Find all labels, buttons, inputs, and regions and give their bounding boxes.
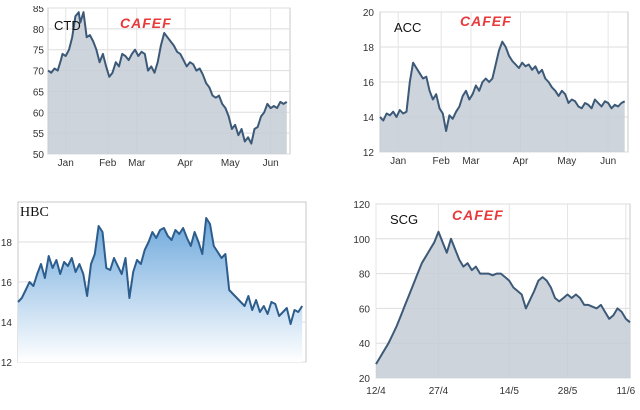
- scg-y-tick-label: 20: [359, 374, 371, 385]
- ctd-x-tick-label: Jan: [58, 158, 74, 169]
- ctd-x-tick-label: Mar: [128, 158, 146, 169]
- scg-chart: 20 40 60 80 100 120 12/4 27/4 14/5 28/5 11/6 SCG CAF…: [353, 200, 635, 397]
- scg-x-tick-label: 27/4: [429, 386, 449, 397]
- ctd-area-fill: [48, 12, 287, 155]
- acc-series-line: [379, 40, 626, 132]
- ctd-y-tick-label: 70: [33, 67, 45, 78]
- hbc-y-tick-label: 18: [1, 238, 13, 249]
- acc-cafef-logo: CAFEF: [460, 13, 512, 29]
- scg-chart-title: SCG: [390, 212, 418, 227]
- acc-y-tick-label: 16: [363, 78, 375, 89]
- ctd-series-line: [47, 11, 288, 145]
- acc-y-tick-label: 20: [363, 8, 375, 19]
- hbc-area-fill: [18, 218, 303, 362]
- ctd-y-tick-label: 55: [33, 129, 45, 140]
- scg-y-tick-label: 100: [353, 235, 370, 246]
- ctd-chart-title: CTD: [54, 18, 81, 33]
- acc-area-fill: [380, 41, 625, 153]
- ctd-chart: 50 55 60 65 70 75 80 85 Jan Feb Mar Apr May Jun CTD CAF…: [33, 6, 291, 169]
- acc-chart-panel: 12 14 16 18 20 Jan Feb Mar Apr May Jun ACC CAFEF: [344, 6, 634, 172]
- hbc-chart-title: HBC: [20, 205, 49, 220]
- ctd-x-tick-label: Feb: [99, 158, 117, 169]
- ctd-y-tick-label: 80: [33, 25, 45, 36]
- hbc-y-tick-label: 16: [1, 278, 13, 289]
- scg-y-tick-label: 120: [353, 200, 370, 211]
- scg-y-tick-label: 80: [359, 270, 371, 281]
- acc-x-tick-label: Jun: [600, 156, 616, 167]
- hbc-chart: 12 14 16 18 HBC: [1, 201, 307, 369]
- scg-x-tick-label: 12/4: [366, 386, 386, 397]
- ctd-x-tick-label: Jun: [263, 158, 279, 169]
- ctd-x-tick-label: May: [221, 158, 240, 169]
- ctd-cafef-logo: CAFEF: [120, 15, 172, 31]
- scg-x-tick-label: 14/5: [500, 386, 520, 397]
- scg-series-line: [375, 230, 631, 365]
- hbc-y-tick-label: 12: [1, 358, 13, 369]
- acc-x-tick-label: Jan: [390, 156, 406, 167]
- acc-y-tick-label: 18: [363, 43, 375, 54]
- scg-x-tick-label: 11/6: [616, 386, 635, 397]
- scg-y-tick-label: 40: [359, 339, 371, 350]
- scg-area-fill: [376, 231, 630, 378]
- acc-x-tick-label: May: [557, 156, 576, 167]
- acc-x-tick-label: Feb: [433, 156, 451, 167]
- ctd-y-tick-label: 50: [33, 150, 45, 161]
- scg-cafef-logo: CAFEF: [452, 207, 504, 223]
- ctd-y-tick-label: 85: [33, 6, 45, 15]
- acc-x-tick-label: Apr: [513, 156, 529, 167]
- hbc-series-line: [17, 217, 304, 325]
- acc-x-tick-label: Mar: [462, 156, 480, 167]
- scg-chart-panel: 20 40 60 80 100 120 12/4 27/4 14/5 28/5 11/6 SCG CAF…: [340, 194, 638, 406]
- ctd-x-tick-label: Apr: [177, 158, 193, 169]
- scg-y-tick-label: 60: [359, 304, 371, 315]
- scg-x-tick-label: 28/5: [558, 386, 578, 397]
- acc-chart-title: ACC: [394, 20, 421, 35]
- ctd-y-tick-label: 65: [33, 87, 45, 98]
- acc-y-tick-label: 14: [363, 113, 375, 124]
- ctd-y-tick-label: 75: [33, 46, 45, 57]
- ctd-y-tick-label: 60: [33, 108, 45, 119]
- acc-y-tick-label: 12: [363, 148, 375, 159]
- acc-chart: 12 14 16 18 20 Jan Feb Mar Apr May Jun ACC CAFEF: [363, 8, 629, 167]
- hbc-y-tick-label: 14: [1, 318, 13, 329]
- ctd-chart-panel: 50 55 60 65 70 75 80 85 Jan Feb Mar Apr May Jun CTD CAF…: [14, 6, 300, 172]
- hbc-chart-panel: 12 14 16 18 HBC: [0, 194, 312, 378]
